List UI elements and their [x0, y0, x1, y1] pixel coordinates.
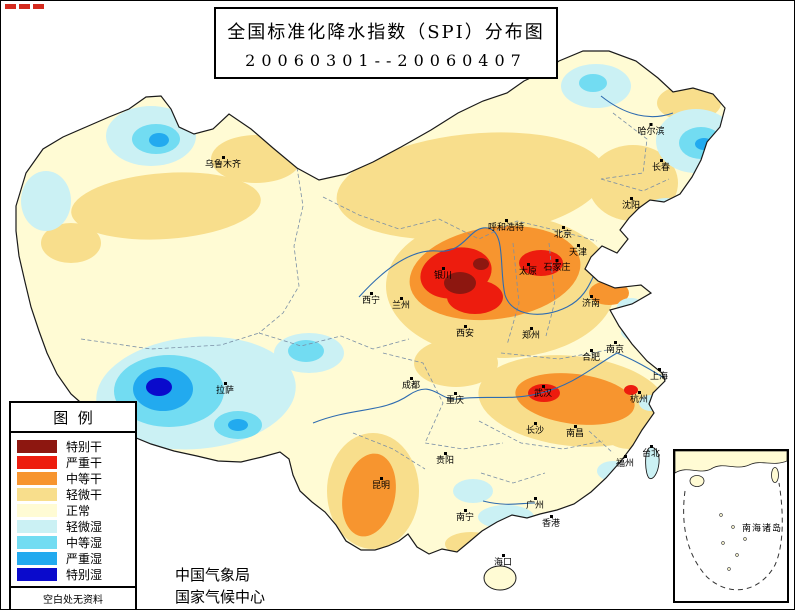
credit-agency: 中国气象局 [175, 566, 251, 584]
inset-taiwan [771, 467, 779, 483]
inset-map-svg [675, 451, 787, 591]
legend-item: 特别干 [17, 438, 129, 454]
legend-label: 轻微湿 [66, 519, 103, 534]
credit-block: 中国气象局 国家气候中心 [175, 565, 265, 609]
legend-label: 中等干 [66, 471, 103, 486]
legend-label: 特别湿 [66, 567, 103, 582]
legend-item: 轻微湿 [17, 518, 129, 534]
legend-swatch [17, 519, 57, 533]
legend-label: 中等湿 [66, 535, 103, 550]
legend-item: 轻微干 [17, 486, 129, 502]
legend-swatch [17, 487, 57, 501]
inset-islands [719, 513, 747, 571]
inset-mainland-coast [675, 451, 787, 474]
regions-extremely-wet [146, 378, 172, 396]
hainan-island [483, 565, 517, 591]
legend-item: 严重干 [17, 454, 129, 470]
regions-extremely-dry [444, 258, 489, 294]
legend-footnote: 空白处无资料 [11, 586, 135, 609]
legend-label: 轻微干 [66, 487, 103, 502]
inset-hainan [689, 475, 705, 487]
legend-swatch [17, 455, 57, 469]
inset-dash-line [683, 482, 783, 591]
legend-swatch [17, 551, 57, 565]
province-boundaries [80, 112, 670, 484]
legend-title: 图 例 [11, 403, 135, 433]
map-period: 20060301--20060407 [245, 51, 527, 70]
legend-swatch [17, 503, 57, 517]
taiwan-island [645, 446, 660, 480]
spi-regions [21, 64, 725, 554]
legend-swatch [17, 535, 57, 549]
legend-label: 严重湿 [66, 551, 103, 566]
rivers [312, 95, 674, 505]
credit-center: 国家气候中心 [175, 587, 266, 606]
legend-label: 特别干 [66, 439, 103, 454]
legend-swatch [17, 439, 57, 453]
china-outline [15, 50, 726, 555]
legend-swatch [17, 471, 57, 485]
legend-label: 严重干 [66, 455, 103, 470]
south-china-sea-inset: 南海诸岛 [673, 449, 789, 603]
yellow-river [358, 227, 596, 315]
pearl-river [482, 500, 536, 505]
legend-item: 正常 [17, 502, 129, 518]
legend-item: 特别湿 [17, 566, 129, 582]
songhua-river [600, 95, 674, 118]
legend-item: 中等湿 [17, 534, 129, 550]
legend-swatch [17, 567, 57, 581]
inset-label: 南海诸岛 [741, 524, 782, 534]
yangtze-river [312, 352, 665, 424]
legend-item: 严重湿 [17, 550, 129, 566]
title-box: 全国标准化降水指数（SPI）分布图 20060301--20060407 [214, 7, 558, 79]
legend-items: 特别干 严重干 中等干 轻微干 正常 轻微湿 中等湿 严重湿 特别湿 [11, 433, 135, 586]
corner-red-mark [5, 4, 44, 9]
legend-item: 中等干 [17, 470, 129, 486]
legend-label: 正常 [66, 503, 91, 518]
legend-box: 图 例 特别干 严重干 中等干 轻微干 正常 轻微湿 中等湿 严重湿 特别湿 空… [9, 401, 137, 609]
map-title: 全国标准化降水指数（SPI）分布图 [227, 22, 545, 43]
